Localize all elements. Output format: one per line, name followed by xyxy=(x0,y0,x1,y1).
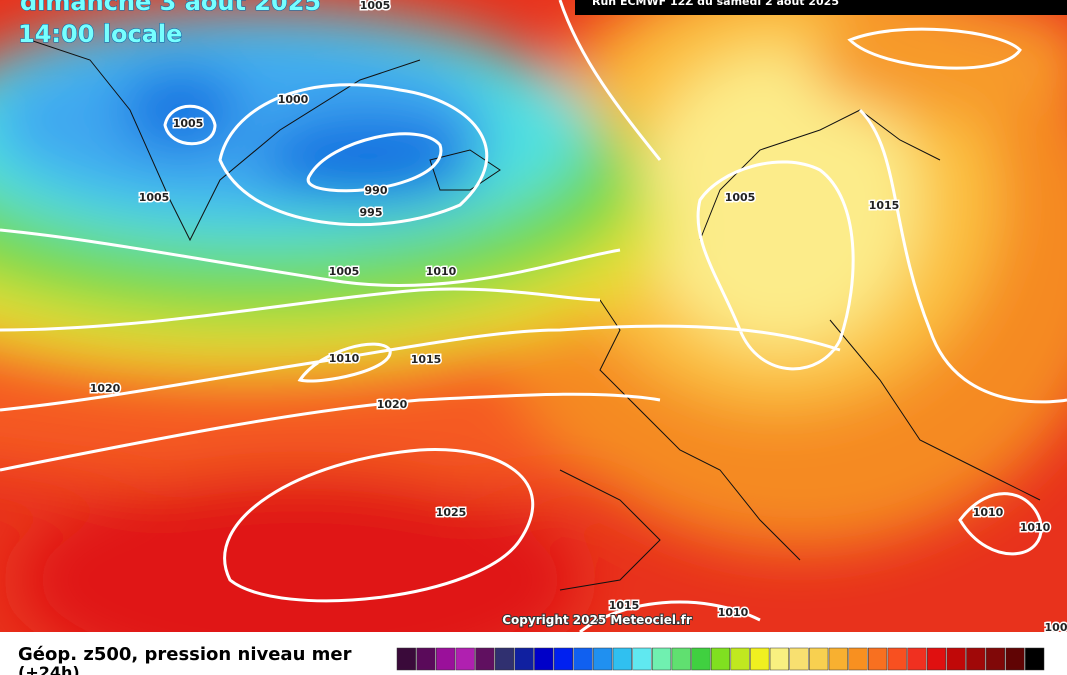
color-swatch xyxy=(573,647,593,671)
color-swatch xyxy=(907,647,927,671)
color-swatch xyxy=(809,647,829,671)
color-swatch xyxy=(946,647,966,671)
isobar-label: 1010 xyxy=(973,506,1004,519)
color-swatch xyxy=(789,647,809,671)
color-swatch xyxy=(926,647,947,671)
color-swatch xyxy=(652,647,672,671)
color-swatch xyxy=(553,647,573,671)
color-swatch xyxy=(396,647,416,671)
isobar-label: 1010 xyxy=(718,606,749,619)
color-swatch xyxy=(514,647,534,671)
time: 14:00 locale xyxy=(18,20,182,48)
color-swatch xyxy=(691,647,711,671)
color-swatch xyxy=(750,647,770,671)
isobar-label: 1020 xyxy=(90,382,121,395)
isobar-label: 1005 xyxy=(139,191,170,204)
isobar-label: 1015 xyxy=(869,199,900,212)
color-swatch xyxy=(534,647,554,671)
color-swatch xyxy=(710,647,731,671)
isobar-label: 990 xyxy=(365,184,388,197)
color-swatch xyxy=(632,647,652,671)
color-swatch xyxy=(966,647,986,671)
isobar-label: 1015 xyxy=(609,599,640,612)
color-swatch xyxy=(730,647,750,671)
run: Run ECMWF 12Z du samedi 2 aout 2025 xyxy=(592,0,839,8)
isobars xyxy=(0,0,1067,632)
color-scale xyxy=(396,647,1045,671)
isobar-label: 1005 xyxy=(329,265,360,278)
isobar-labels: 1005 1000 1005 990 995 1005 1005 1015 1005 1010 10… xyxy=(88,0,1067,634)
color-swatch xyxy=(887,647,907,671)
color-swatch xyxy=(985,647,1005,671)
isobar-label: 1005 xyxy=(360,0,391,12)
isobar-label: 1015 xyxy=(411,353,442,366)
date: dimanche 3 aout 2025 xyxy=(20,0,321,16)
isobar-label: 1005 xyxy=(725,191,756,204)
isobar-label: 1010 xyxy=(1020,521,1051,534)
color-swatch xyxy=(612,647,632,671)
color-swatch xyxy=(436,647,456,671)
color-swatch xyxy=(828,647,848,671)
color-swatch xyxy=(671,647,691,671)
color-swatch xyxy=(593,647,613,671)
color-swatch xyxy=(868,647,888,671)
color-swatch xyxy=(475,647,495,671)
isobar-label: 1005 xyxy=(173,117,204,130)
isobar-label: 100 xyxy=(1045,621,1067,634)
isobar-label: 1020 xyxy=(377,398,408,411)
color-swatch xyxy=(455,647,475,671)
isobar-label: 1025 xyxy=(436,506,467,519)
legend-subtitle: (+24h) xyxy=(18,663,80,675)
isobar-label: 995 xyxy=(360,206,383,219)
isobar-label: 1010 xyxy=(426,265,457,278)
color-swatch xyxy=(1005,647,1025,671)
color-swatch xyxy=(848,647,868,671)
color-swatch xyxy=(769,647,789,671)
isobar-label: 1010 xyxy=(329,352,360,365)
color-swatch xyxy=(494,647,515,671)
legend-title: Géop. z500, pression niveau mer xyxy=(18,644,352,665)
copyright: Copyright 2025 Meteociel.fr xyxy=(502,613,692,627)
coastlines xyxy=(29,39,1041,591)
color-swatch xyxy=(416,647,436,671)
isobar-label: 1000 xyxy=(278,93,309,106)
run-box xyxy=(575,0,1067,15)
color-swatch xyxy=(1025,647,1045,671)
